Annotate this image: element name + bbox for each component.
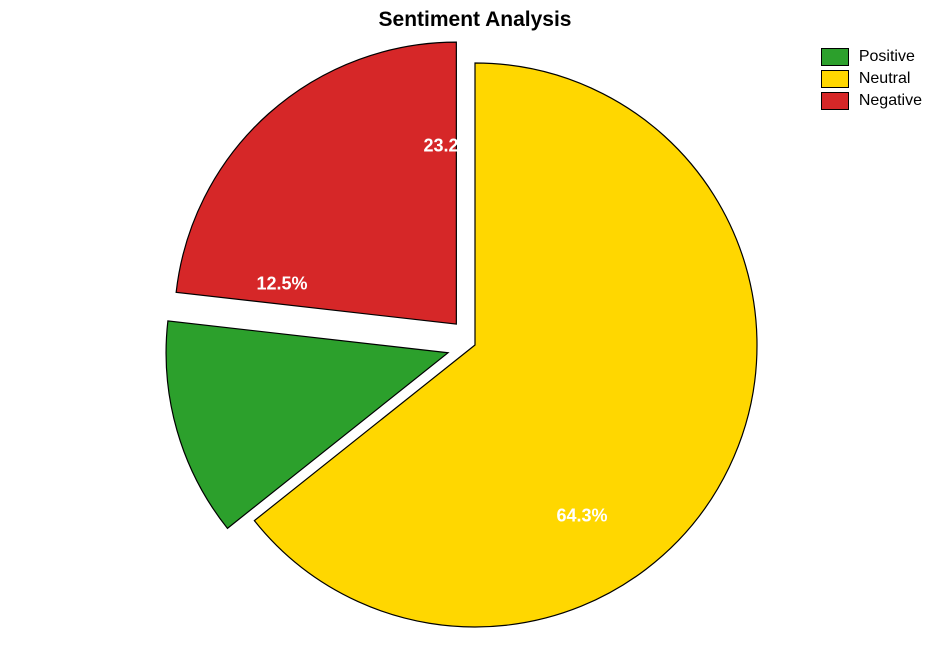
- pie-slice-negative: [176, 42, 456, 324]
- slice-label-neutral: 64.3%: [556, 506, 607, 527]
- legend-label-negative: Negative: [859, 92, 922, 110]
- legend-swatch-negative: [821, 92, 849, 110]
- slice-label-negative: 23.2%: [423, 136, 474, 157]
- legend-item-positive: Positive: [821, 48, 922, 66]
- pie-svg: [0, 0, 950, 662]
- sentiment-pie-chart: Sentiment Analysis 12.5%64.3%23.2% Posit…: [0, 0, 950, 662]
- legend-item-neutral: Neutral: [821, 70, 922, 88]
- legend: Positive Neutral Negative: [821, 48, 922, 114]
- legend-label-positive: Positive: [859, 48, 915, 66]
- legend-swatch-neutral: [821, 70, 849, 88]
- legend-swatch-positive: [821, 48, 849, 66]
- slice-label-positive: 12.5%: [256, 274, 307, 295]
- legend-label-neutral: Neutral: [859, 70, 911, 88]
- legend-item-negative: Negative: [821, 92, 922, 110]
